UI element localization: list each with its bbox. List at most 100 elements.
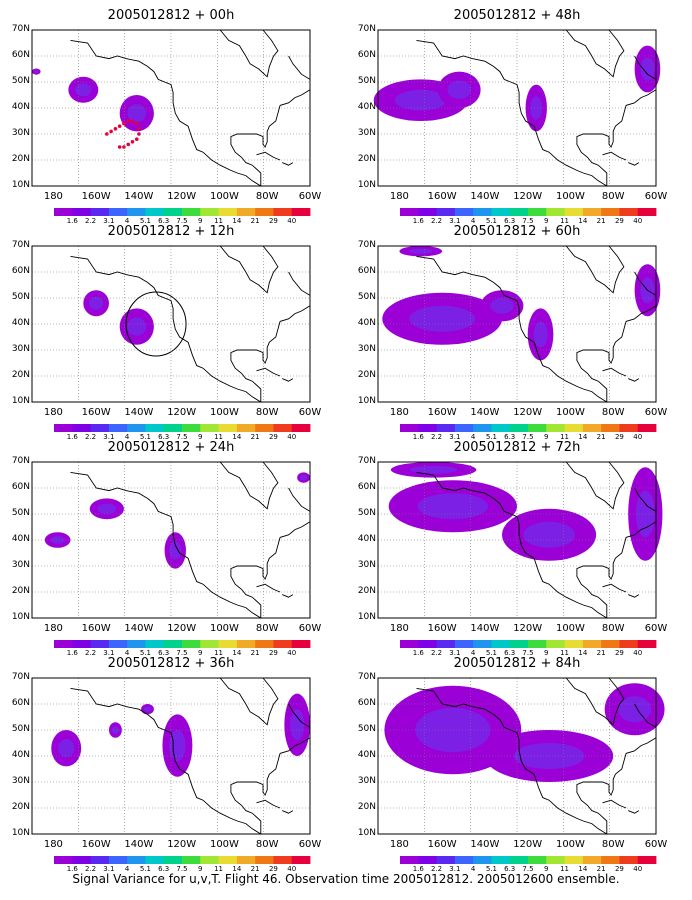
colorbar-label: 21: [250, 649, 260, 657]
colorbar-label: 2.2: [430, 217, 443, 225]
colorbar-segment: [90, 208, 110, 216]
colorbar-label: 11: [560, 217, 570, 225]
lat-label: 20N: [357, 802, 376, 812]
colorbar-label: 4: [470, 649, 476, 657]
observation-dot: [113, 127, 118, 131]
variance-core: [618, 696, 652, 723]
lat-label: 10N: [11, 180, 30, 190]
lon-label: 160W: [81, 623, 111, 634]
colorbar-label: 7.5: [522, 217, 534, 225]
variance-core: [394, 89, 447, 111]
lat-label: 30N: [357, 344, 376, 354]
lon-label: 120W: [513, 623, 543, 634]
colorbar-segment: [273, 208, 293, 216]
lat-label: 30N: [357, 128, 376, 138]
lat-label: 50N: [357, 508, 376, 518]
colorbar-segment: [400, 640, 419, 648]
colorbar-segment: [619, 640, 639, 648]
colorbar-label: 9: [198, 217, 203, 225]
lat-label: 50N: [11, 76, 30, 86]
lon-label: 180: [389, 191, 409, 202]
colorbar-segment: [163, 424, 183, 432]
lon-label: 60W: [298, 407, 322, 418]
lat-label: 10N: [11, 396, 30, 406]
colorbar-segment: [637, 208, 657, 216]
colorbar-segment: [400, 856, 419, 864]
lat-label: 60N: [357, 266, 376, 276]
colorbar-segment: [182, 640, 201, 648]
lat-label: 70N: [11, 672, 30, 682]
lat-label: 70N: [357, 240, 376, 250]
lon-label: 140W: [124, 407, 154, 418]
colorbar-segment: [564, 856, 584, 864]
colorbar-label: 11: [560, 433, 570, 441]
colorbar-segment: [163, 856, 183, 864]
colorbar-segment: [127, 640, 146, 648]
map-panel: 2005012812 + 24h 70N 60N 50N 40N 30N 20N 10N 180…: [12, 440, 322, 668]
colorbar-segment: [236, 640, 256, 648]
colorbar-label: 7.5: [522, 649, 534, 657]
colorbar-label: 11: [560, 649, 570, 657]
lon-label: 180: [43, 407, 63, 418]
lat-label: 20N: [357, 370, 376, 380]
colorbar-segment: [418, 856, 437, 864]
variance-core: [409, 305, 476, 332]
colorbar-label: 9: [544, 217, 549, 225]
colorbar-label: 5.1: [485, 865, 497, 873]
colorbar-segment: [108, 856, 128, 864]
colorbar-label: 5.1: [485, 433, 497, 441]
colorbar-segment: [291, 424, 311, 432]
lon-label: 120W: [167, 191, 197, 202]
colorbar-segment: [218, 424, 238, 432]
panel-title: 2005012812 + 12h: [107, 224, 235, 239]
variance-core: [415, 707, 491, 753]
lon-label: 120W: [167, 407, 197, 418]
panel-title: 2005012812 + 00h: [107, 8, 235, 23]
colorbar-label: 5.1: [139, 865, 151, 873]
colorbar-segment: [546, 208, 565, 216]
colorbar-segment: [218, 640, 238, 648]
colorbar-label: 7.5: [522, 865, 534, 873]
colorbar-segment: [255, 424, 274, 432]
colorbar-segment: [90, 640, 110, 648]
variance-core: [169, 541, 182, 560]
colorbar-segment: [473, 640, 492, 648]
panel-title: 2005012812 + 60h: [453, 224, 581, 239]
colorbar-label: 2.2: [84, 865, 97, 873]
colorbar-segment: [291, 856, 311, 864]
variance-core: [33, 70, 39, 74]
observation-dot: [122, 145, 126, 149]
lat-label: 70N: [357, 24, 376, 34]
lon-label: 160W: [427, 839, 457, 850]
colorbar-segment: [54, 208, 73, 216]
colorbar-label: 7.5: [176, 865, 188, 873]
figure-caption: Signal Variance for u,v,T. Flight 46. Ob…: [72, 872, 620, 886]
colorbar-label: 14: [578, 217, 588, 225]
colorbar-label: 5.1: [139, 649, 151, 657]
lon-label: 180: [43, 623, 63, 634]
colorbar-segment: [255, 640, 274, 648]
colorbar-label: 40: [287, 865, 297, 873]
colorbar-label: 11: [214, 217, 224, 225]
lon-label: 100W: [209, 407, 239, 418]
panel-title: 2005012812 + 36h: [107, 656, 235, 671]
observation-dot: [130, 119, 135, 123]
colorbar-segment: [400, 424, 419, 432]
colorbar-segment: [127, 424, 146, 432]
colorbar-label: 14: [232, 433, 242, 441]
colorbar-label: 7.5: [522, 433, 534, 441]
colorbar-label: 29: [268, 649, 278, 657]
lon-label: 160W: [81, 407, 111, 418]
colorbar-segment: [528, 640, 547, 648]
colorbar-label: 7.5: [176, 649, 188, 657]
colorbar-label: 29: [614, 217, 624, 225]
lat-label: 60N: [11, 266, 30, 276]
colorbar-segment: [637, 640, 657, 648]
variance-core: [127, 317, 147, 336]
lon-label: 80W: [255, 407, 279, 418]
variance-core: [290, 709, 305, 741]
map-panel: 2005012812 + 72h 70N 60N 50N 40N 30N 20N 10N 180…: [358, 440, 668, 668]
colorbar-segment: [491, 640, 511, 648]
coastline: [70, 677, 311, 835]
colorbar-label: 6.3: [158, 649, 170, 657]
